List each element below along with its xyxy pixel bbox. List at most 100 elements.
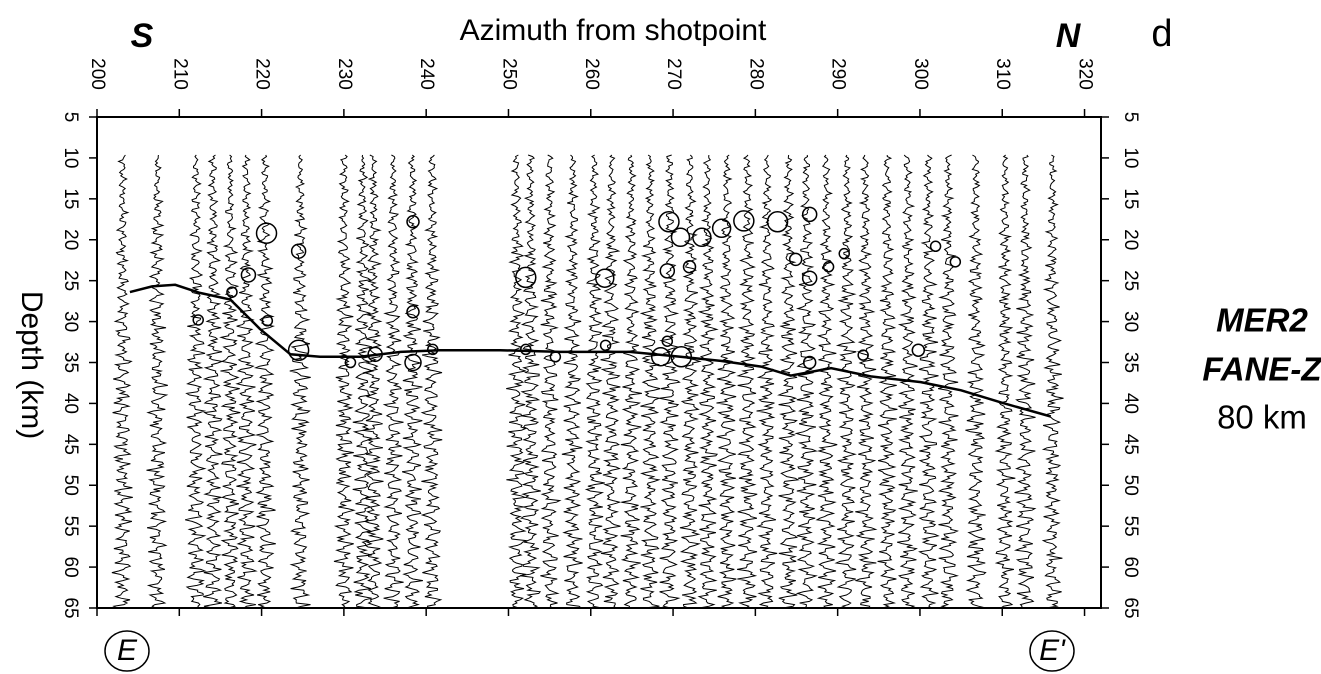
pick: [240, 267, 257, 283]
x-tick-label: 200: [87, 58, 108, 90]
y-tick-label: 30: [1120, 311, 1141, 332]
x-tick-label: 220: [252, 58, 273, 90]
seismic-trace: [540, 154, 562, 609]
seismic-trace: [362, 154, 384, 609]
seismic-trace: [506, 154, 528, 609]
y-tick-label: 50: [60, 475, 81, 496]
seismic-trace: [519, 154, 542, 609]
seismic-trace: [756, 154, 778, 609]
seismic-trace: [289, 154, 311, 609]
y-tick-label: 40: [60, 393, 81, 414]
x-axis-label: Azimuth from shotpoint: [460, 14, 767, 47]
pick: [404, 353, 422, 372]
x-tick-label: 250: [498, 58, 519, 90]
seismic-trace: [918, 154, 940, 609]
pick: [670, 227, 691, 248]
y-tick-label: 15: [1120, 188, 1141, 209]
y-tick-label: 55: [60, 516, 81, 537]
pick: [406, 305, 420, 319]
x-tick-label: 320: [1075, 58, 1096, 90]
x-tick-label: 270: [663, 58, 684, 90]
right-label: N: [1056, 17, 1082, 55]
seismic-trace: [854, 154, 878, 608]
pick: [599, 339, 612, 352]
seismic-trace: [620, 154, 642, 608]
y-tick-label: 45: [1120, 434, 1141, 455]
seismic-trace: [736, 154, 758, 609]
pick: [692, 227, 712, 248]
seismic-trace: [834, 154, 857, 609]
seismic-trace: [697, 154, 719, 609]
seismic-trace: [794, 154, 818, 609]
pick: [682, 260, 697, 274]
y-tick-label: 5: [60, 112, 81, 123]
y-tick-label: 25: [60, 270, 81, 291]
y-tick-label: 15: [60, 188, 81, 209]
seismic-trace: [639, 154, 661, 609]
seismic-trace: [235, 154, 258, 609]
seismic-trace: [352, 154, 375, 609]
left-label: S: [131, 17, 154, 55]
y-tick-label: 20: [60, 229, 81, 250]
component-label: FANE-Z: [1202, 351, 1321, 388]
x-tick-label: 310: [992, 58, 1013, 90]
pick: [659, 263, 676, 279]
pick: [788, 252, 803, 267]
seismic-trace: [146, 154, 169, 609]
seismic-trace: [716, 154, 737, 609]
seismic-trace: [815, 154, 838, 609]
seismic-trace: [253, 154, 276, 609]
y-tick-label: 50: [1120, 475, 1141, 496]
seismic-trace: [994, 154, 1016, 609]
pick: [822, 261, 835, 273]
pick: [670, 346, 693, 368]
y-tick-label: 65: [60, 597, 81, 618]
seismic-trace: [184, 154, 207, 609]
x-tick-label: 300: [910, 58, 931, 90]
x-tick-label: 290: [828, 58, 849, 90]
y-tick-label: 45: [60, 434, 81, 455]
y-tick-label: 5: [1120, 112, 1141, 123]
y-axis-label: Depth (km): [15, 291, 48, 439]
y-tick-label: 20: [1120, 229, 1141, 250]
x-tick-label: 240: [416, 58, 437, 90]
y-tick-label: 25: [1120, 270, 1141, 291]
y-tick-label: 35: [1120, 352, 1141, 373]
pick: [711, 218, 732, 239]
pick: [658, 210, 680, 233]
pick: [255, 222, 278, 244]
section-end: E': [1039, 634, 1066, 667]
pick: [661, 335, 674, 347]
station-label: MER2: [1216, 302, 1308, 339]
y-tick-label: 65: [1120, 597, 1141, 618]
seismic-trace: [333, 154, 356, 609]
y-tick-label: 55: [1120, 516, 1141, 537]
y-tick-label: 35: [60, 352, 81, 373]
x-tick-label: 260: [581, 58, 602, 90]
seismic-trace: [219, 154, 241, 609]
seismic-trace: [561, 154, 583, 609]
seismic-trace: [202, 154, 224, 609]
distance-label: 80 km: [1217, 399, 1307, 436]
seismic-trace: [1013, 154, 1037, 609]
pick: [838, 247, 850, 260]
y-tick-label: 30: [60, 311, 81, 332]
pick: [192, 314, 204, 326]
x-tick-label: 230: [334, 58, 355, 90]
seismic-trace: [877, 154, 898, 609]
seismic-trace: [777, 154, 800, 609]
pick: [427, 343, 439, 356]
pick: [261, 315, 274, 327]
seismic-trace: [401, 154, 423, 609]
pick: [766, 210, 789, 233]
seismic-trace: [420, 154, 443, 608]
y-tick-label: 10: [1120, 147, 1141, 168]
moho-line: [129, 283, 1052, 418]
pick: [949, 256, 962, 268]
pick: [344, 356, 357, 369]
pick: [857, 349, 869, 361]
pick: [226, 286, 238, 298]
seismic-trace: [111, 154, 133, 609]
x-tick-label: 210: [169, 58, 190, 90]
